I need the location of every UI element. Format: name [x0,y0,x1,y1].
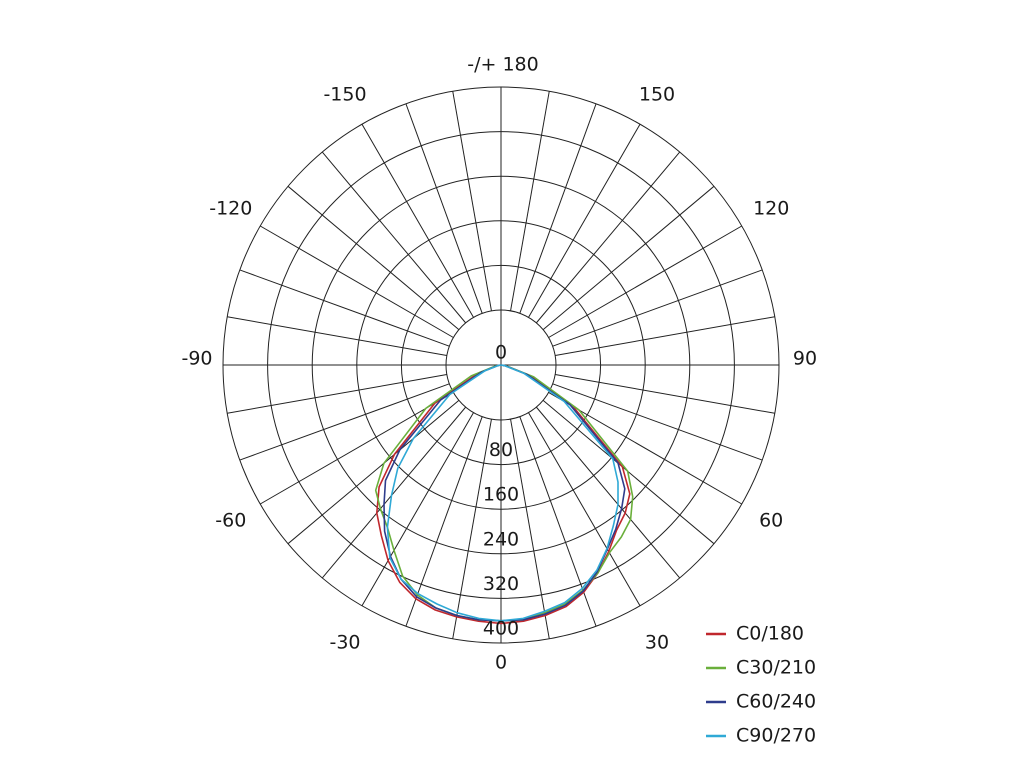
spoke-310 [287,399,460,545]
spoke-190 [452,91,492,311]
series-c0-180 [375,364,631,625]
ring-tick-label: 400 [483,618,519,640]
spoke-240 [259,225,454,338]
angle-label-neg120: -120 [209,198,252,220]
angle-label-90: 90 [793,348,817,370]
spoke-280 [227,374,447,414]
angle-label-neg90: -90 [181,348,212,370]
spoke-110 [552,269,763,347]
spoke-210 [361,123,474,318]
ring-tick-label: 0 [495,342,507,364]
spoke-350 [452,419,492,639]
spoke-20 [519,416,597,627]
spoke-160 [519,103,597,314]
legend-label: C30/210 [736,657,816,679]
spoke-260 [227,316,447,356]
spoke-30 [528,412,641,607]
spoke-300 [259,392,454,505]
spoke-140 [535,151,681,324]
ring-tick-label: 80 [489,439,513,461]
spoke-100 [555,316,775,356]
spoke-320 [321,406,467,579]
angle-label-neg30: -30 [329,632,360,654]
spoke-70 [552,383,763,461]
spoke-170 [510,91,550,311]
spoke-220 [321,151,467,324]
angle-label-180: -/+ 180 [467,54,538,76]
spoke-290 [239,383,450,461]
spoke-40 [535,406,681,579]
ring-tick-label: 320 [483,573,519,595]
spoke-330 [361,412,474,607]
ring-tick-label: 240 [483,528,519,550]
spoke-130 [542,185,715,331]
angle-labels: -/+ 180 150 -150 120 -120 90 -90 60 -60 30 -30 0 [181,54,817,674]
spoke-230 [287,185,460,331]
legend-label: C90/270 [736,725,816,747]
legend-label: C0/180 [736,623,804,645]
angle-label-neg150: -150 [323,83,366,105]
angle-label-60: 60 [759,510,783,532]
spoke-10 [510,419,550,639]
intensity-curves [374,364,634,625]
spoke-250 [239,269,450,347]
angle-label-neg60: -60 [215,510,246,532]
spoke-200 [405,103,483,314]
spoke-120 [548,225,743,338]
radial-tick-labels: 0 80 160 240 320 400 [483,342,519,640]
angle-label-0: 0 [495,652,507,674]
angle-label-30: 30 [645,632,669,654]
spoke-80 [555,374,775,414]
series-c90-270 [386,364,619,622]
angle-label-150: 150 [639,83,675,105]
spoke-150 [528,123,641,318]
legend: C0/180 C30/210 C60/240 C90/270 [706,623,816,747]
ring-tick-label: 160 [483,484,519,506]
spoke-340 [405,416,483,627]
legend-label: C60/240 [736,691,816,713]
angle-label-120: 120 [753,198,789,220]
